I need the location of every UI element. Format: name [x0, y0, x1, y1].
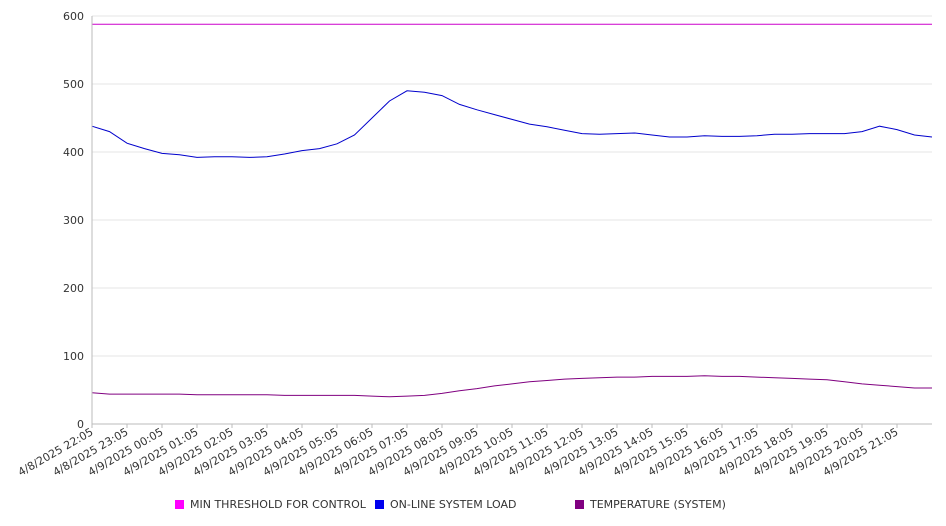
x-axis-ticks: 4/8/2025 22:054/8/2025 23:054/9/2025 00:…	[16, 424, 901, 479]
series-line-2	[91, 375, 932, 398]
legend-item-system-load[interactable]: ON-LINE SYSTEM LOAD	[375, 498, 516, 511]
y-tick-label: 0	[77, 418, 84, 431]
y-tick-label: 400	[63, 146, 84, 159]
series-line-1	[91, 90, 933, 158]
legend-swatch-min-threshold	[175, 500, 184, 509]
line-chart: 0 100 200 300 400 500 600 4/8/2025 22:054/8/20…	[16, 10, 933, 479]
legend: MIN THRESHOLD FOR CONTROL ON-LINE SYSTEM…	[0, 498, 946, 514]
legend-swatch-system-load	[375, 500, 384, 509]
legend-label-min-threshold: MIN THRESHOLD FOR CONTROL	[190, 498, 366, 511]
legend-label-system-load: ON-LINE SYSTEM LOAD	[390, 498, 517, 511]
y-tick-label: 600	[63, 10, 84, 23]
grid-lines	[92, 15, 932, 357]
legend-item-min-threshold[interactable]: MIN THRESHOLD FOR CONTROL	[175, 498, 366, 511]
y-tick-label: 300	[63, 214, 84, 227]
series-lines	[91, 23, 933, 398]
legend-item-temperature[interactable]: TEMPERATURE (SYSTEM)	[575, 498, 726, 511]
legend-swatch-temperature	[575, 500, 584, 509]
legend-label-temperature: TEMPERATURE (SYSTEM)	[590, 498, 726, 511]
y-axis-ticks: 0 100 200 300 400 500 600	[63, 10, 84, 431]
y-tick-label: 200	[63, 282, 84, 295]
y-tick-label: 100	[63, 350, 84, 363]
y-tick-label: 500	[63, 78, 84, 91]
